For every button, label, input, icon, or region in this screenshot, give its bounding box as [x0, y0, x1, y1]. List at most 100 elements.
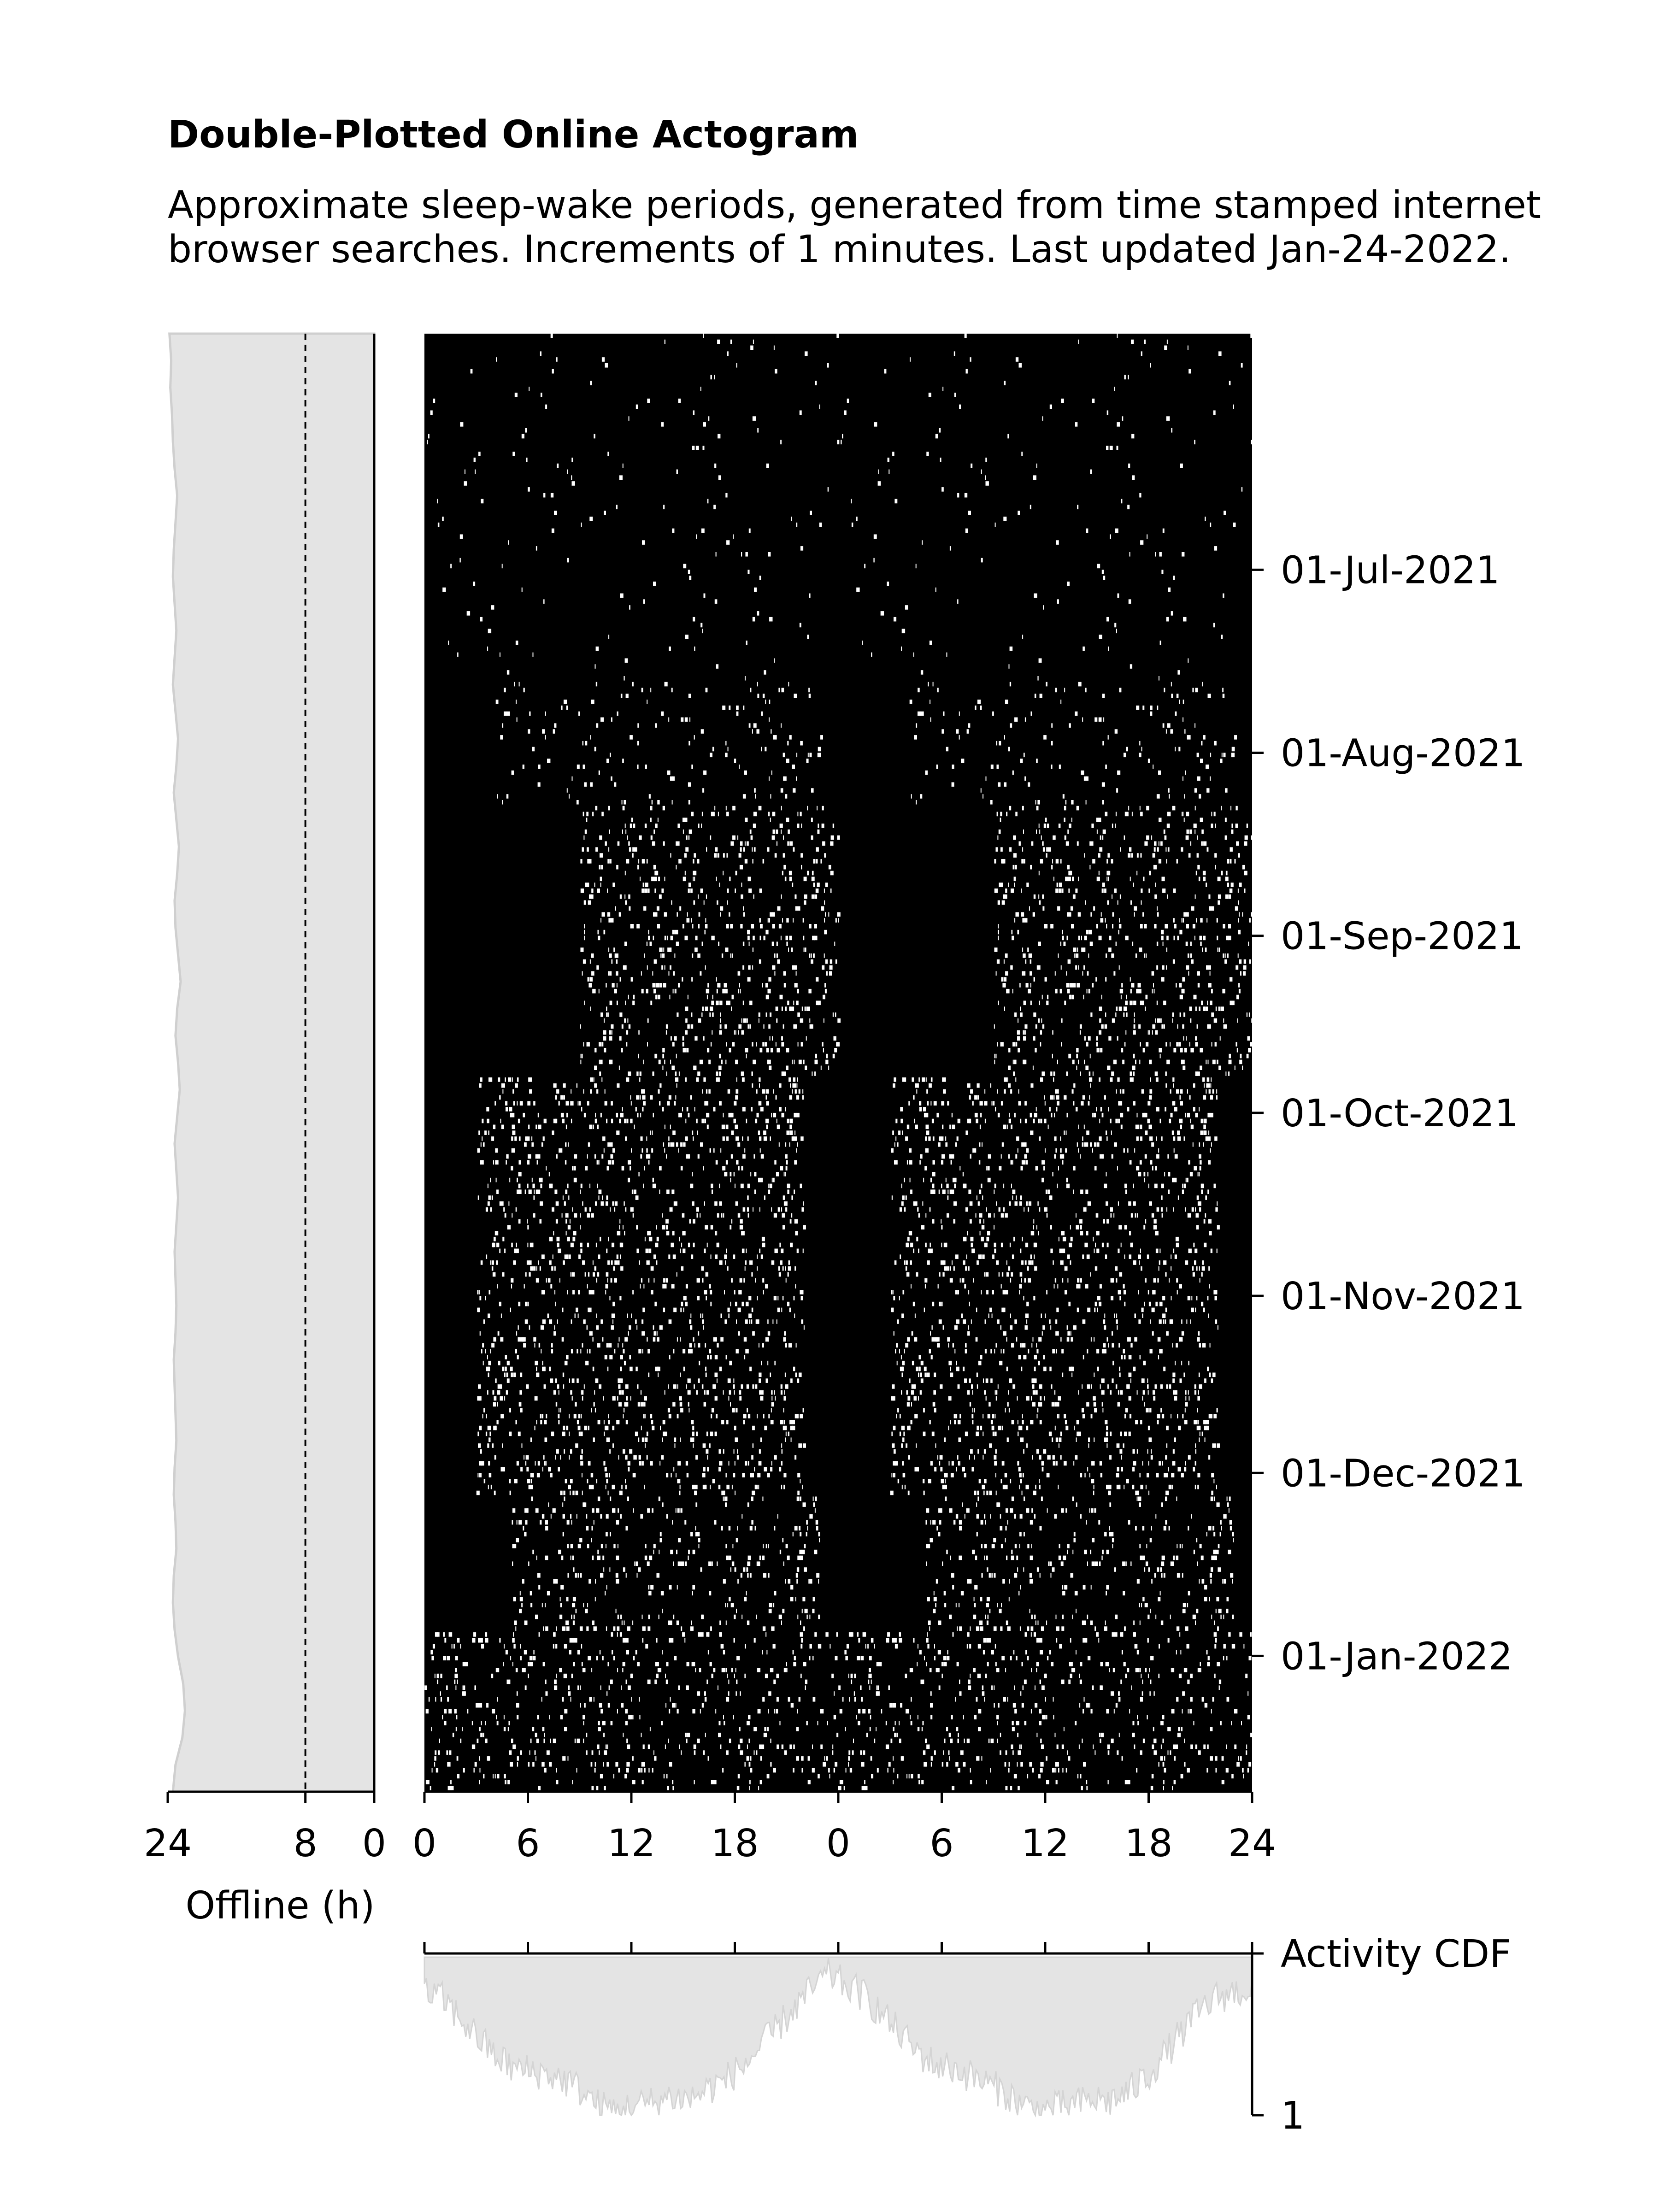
- activity-mark: [856, 587, 860, 592]
- activity-mark: [620, 694, 623, 698]
- activity-mark: [1019, 1284, 1022, 1288]
- activity-mark: [1106, 924, 1107, 929]
- activity-mark: [995, 847, 998, 852]
- activity-mark: [607, 859, 609, 864]
- activity-mark: [493, 1402, 496, 1407]
- activity-mark: [719, 1024, 722, 1029]
- activity-mark: [718, 1077, 720, 1082]
- activity-mark: [608, 1236, 609, 1241]
- activity-mark: [518, 1118, 520, 1124]
- activity-mark: [571, 776, 573, 781]
- activity-mark: [624, 941, 627, 946]
- activity-mark: [947, 1266, 950, 1271]
- activity-mark: [1112, 1343, 1114, 1348]
- activity-mark: [950, 1160, 952, 1165]
- activity-mark: [664, 912, 665, 917]
- activity-mark: [785, 1154, 788, 1159]
- activity-mark: [690, 1325, 693, 1330]
- activity-mark: [1031, 841, 1034, 846]
- activity-mark: [994, 888, 996, 893]
- activity-mark: [706, 1124, 709, 1130]
- activity-mark: [1211, 906, 1214, 911]
- activity-mark: [1119, 1372, 1121, 1377]
- activity-mark: [1061, 888, 1064, 893]
- activity-mark: [646, 1431, 648, 1436]
- activity-mark: [1003, 1307, 1006, 1312]
- activity-mark: [922, 540, 923, 545]
- activity-mark: [1128, 375, 1129, 380]
- activity-mark: [679, 1402, 682, 1407]
- activity-mark: [1046, 1290, 1047, 1294]
- activity-mark: [630, 1095, 631, 1100]
- activity-mark: [631, 1313, 632, 1318]
- activity-mark: [1106, 871, 1109, 876]
- activity-mark: [565, 1142, 567, 1147]
- activity-mark: [1156, 1207, 1159, 1212]
- activity-mark: [1146, 953, 1147, 958]
- activity-mark: [1124, 1225, 1127, 1230]
- activity-mark: [516, 700, 517, 704]
- activity-mark: [1028, 1201, 1032, 1206]
- activity-mark: [772, 965, 776, 970]
- activity-mark: [791, 1195, 793, 1200]
- activity-mark: [789, 735, 792, 740]
- activity-mark: [491, 1136, 494, 1141]
- activity-mark: [682, 830, 684, 834]
- activity-mark: [1243, 959, 1247, 964]
- activity-mark: [624, 1231, 625, 1235]
- activity-mark: [749, 830, 752, 834]
- activity-mark: [799, 1372, 802, 1377]
- activity-mark: [1142, 1112, 1146, 1118]
- activity-mark: [758, 1461, 762, 1466]
- activity-mark: [571, 1319, 572, 1324]
- activity-mark: [1170, 1319, 1173, 1324]
- activity-mark: [1082, 1319, 1086, 1324]
- activity-mark: [1073, 1166, 1076, 1171]
- activity-mark: [768, 812, 769, 817]
- activity-mark: [782, 1266, 784, 1271]
- activity-mark: [914, 1118, 915, 1124]
- activity-mark: [1185, 1390, 1187, 1395]
- activity-mark: [1112, 1360, 1114, 1365]
- activity-mark: [612, 1201, 614, 1206]
- activity-mark: [1244, 871, 1247, 876]
- activity-mark: [778, 1272, 781, 1277]
- activity-mark: [1031, 1343, 1033, 1348]
- activity-mark: [1110, 1077, 1113, 1082]
- activity-mark: [1141, 747, 1142, 752]
- activity-mark: [1201, 741, 1203, 746]
- activity-mark: [747, 1195, 749, 1200]
- activity-mark: [809, 694, 811, 698]
- activity-mark: [1153, 1396, 1156, 1401]
- activity-mark: [500, 1414, 504, 1418]
- activity-mark: [512, 452, 515, 456]
- activity-mark: [822, 965, 825, 970]
- activity-mark: [1158, 770, 1161, 775]
- activity-mark: [1139, 1059, 1141, 1065]
- activity-mark: [752, 847, 753, 852]
- activity-mark: [916, 800, 917, 805]
- activity-mark: [710, 375, 712, 380]
- activity-mark: [983, 1219, 984, 1224]
- activity-mark: [624, 871, 626, 876]
- activity-mark: [930, 717, 931, 722]
- activity-mark: [891, 1148, 893, 1153]
- activity-mark: [1208, 1130, 1210, 1135]
- activity-mark: [809, 1018, 811, 1023]
- activity-mark: [656, 906, 659, 911]
- activity-mark: [569, 1414, 570, 1418]
- activity-mark: [951, 1189, 954, 1194]
- activity-mark: [628, 1331, 629, 1336]
- activity-mark: [1161, 1213, 1163, 1218]
- activity-mark: [731, 994, 734, 1000]
- activity-mark: [487, 1355, 488, 1359]
- activity-mark: [811, 818, 813, 822]
- activity-mark: [1156, 794, 1160, 799]
- activity-mark: [1125, 1408, 1128, 1412]
- activity-mark: [1058, 953, 1059, 958]
- activity-mark: [630, 924, 634, 929]
- activity-mark: [594, 1118, 597, 1124]
- activity-mark: [774, 971, 776, 976]
- activity-mark: [1017, 1030, 1020, 1035]
- activity-mark: [608, 847, 610, 852]
